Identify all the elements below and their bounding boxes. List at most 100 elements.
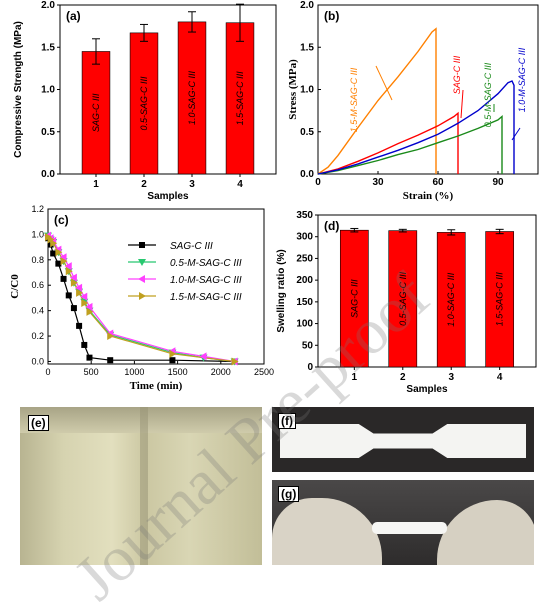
x-tick-label: 2 — [400, 372, 406, 383]
photo-g-stretching-specimen: (g) — [272, 480, 534, 565]
data-point — [75, 283, 83, 292]
data-point — [85, 302, 93, 311]
y-tick-label: 0.5 — [300, 127, 314, 138]
y-axis-label: Swelling ratio (%) — [276, 249, 287, 332]
series-line — [317, 80, 515, 175]
legend-marker — [138, 275, 145, 283]
data-point — [231, 357, 239, 366]
y-tick-label: 1.0 — [41, 85, 55, 96]
annotation-arrow — [511, 127, 521, 141]
series-line — [317, 114, 503, 175]
x-tick-label: 0 — [315, 177, 321, 188]
data-point — [169, 357, 176, 364]
y-tick-label: 300 — [296, 232, 313, 243]
x-tick-label: 2500 — [254, 367, 274, 377]
y-tick-label: 1.5 — [300, 42, 314, 53]
data-point — [55, 248, 63, 257]
annotation-arrow — [375, 65, 393, 101]
x-tick-label: 60 — [432, 177, 444, 188]
bar — [339, 229, 369, 368]
panel-label: (b) — [324, 9, 339, 23]
x-tick-label: 2000 — [211, 367, 231, 377]
bar-label: 0.5-SAG-C III — [139, 76, 149, 131]
y-tick-label: 2.0 — [41, 0, 55, 11]
x-tick-label: 1 — [93, 179, 99, 190]
y-tick-label: 200 — [296, 275, 313, 286]
panel-label: (d) — [324, 219, 339, 233]
y-tick-label: 1.0 — [31, 229, 44, 239]
photo-e-hydrogel-cylinders: (e) — [20, 407, 262, 565]
x-tick-label: 500 — [84, 367, 99, 377]
series-annotation: SAG-C III — [452, 55, 462, 94]
bar — [485, 231, 515, 368]
x-tick-label: 1500 — [168, 367, 188, 377]
figure-canvas: 0.0 0.5 1.0 1.5 2.0 1 SAG-C III 2 0.5-SAG-C III 3… — [9, 0, 539, 395]
y-tick-label: 250 — [296, 253, 313, 264]
x-tick-label: 1 — [352, 372, 358, 383]
y-tick-label: 0.8 — [31, 255, 44, 265]
data-point — [55, 260, 62, 267]
legend-marker — [138, 259, 146, 266]
x-axis-label: Strain (%) — [403, 190, 454, 202]
data-point — [80, 292, 88, 301]
y-axis-label: Stress (MPa) — [287, 59, 299, 120]
photo-label-f: (f) — [278, 413, 296, 429]
y-tick-label: 1.2 — [31, 204, 44, 214]
y-tick-label: 0.5 — [41, 127, 55, 138]
y-tick-label: 350 — [296, 210, 313, 221]
legend-marker — [139, 292, 146, 300]
y-tick-label: 0.2 — [31, 331, 44, 341]
x-tick-label: 90 — [492, 177, 504, 188]
data-point — [50, 250, 57, 257]
bar-label: 1.5-SAG-C III — [235, 71, 245, 126]
x-tick-label: 0 — [45, 367, 50, 377]
y-tick-label: 0.0 — [31, 356, 44, 366]
panel-label: (c) — [54, 213, 69, 227]
legend-label: 1.5-M-SAG-C III — [170, 292, 242, 303]
data-point — [69, 273, 77, 282]
legend-label: 1.0-M-SAG-C III — [170, 275, 242, 286]
y-tick-label: 100 — [296, 319, 313, 330]
y-tick-label: 0.6 — [31, 280, 44, 290]
photo-f-dumbbell-specimen: (f) — [272, 407, 534, 472]
series-annotation: 0.5-M-SAG-C III — [483, 62, 493, 127]
data-point — [81, 341, 88, 348]
bar-label: SAG-C III — [349, 279, 359, 318]
plot-frame — [317, 214, 537, 368]
data-point — [65, 267, 73, 276]
x-axis-label: Samples — [147, 191, 189, 202]
y-tick-label: 150 — [296, 297, 313, 308]
x-tick-label: 4 — [237, 179, 243, 190]
data-point — [86, 307, 94, 316]
data-point — [107, 332, 115, 341]
series-annotation: 1.0-M-SAG-C III — [517, 47, 527, 112]
y-tick-label: 1.5 — [41, 42, 55, 53]
photo-label-g: (g) — [278, 486, 300, 502]
data-point — [70, 305, 77, 312]
data-point — [65, 292, 72, 299]
legend-label: 0.5-M-SAG-C III — [170, 258, 242, 269]
bar-label: 1.5-SAG-C III — [495, 272, 505, 327]
x-tick-label: 1000 — [124, 367, 144, 377]
bar-label: SAG-C III — [91, 93, 101, 132]
data-point — [60, 257, 68, 266]
chart-a: 0.0 0.5 1.0 1.5 2.0 1 SAG-C III 2 0.5-SAG-C III 3… — [13, 0, 277, 202]
legend-label: SAG-C III — [170, 241, 213, 252]
data-point — [76, 322, 83, 329]
data-point — [199, 352, 207, 361]
y-tick-label: 0.0 — [300, 169, 314, 180]
data-point — [76, 288, 84, 297]
bar — [388, 230, 418, 368]
x-tick-label: 30 — [372, 177, 384, 188]
data-point — [169, 349, 177, 358]
bar — [129, 32, 159, 175]
x-tick-label: 3 — [189, 179, 195, 190]
y-tick-label: 0.4 — [31, 306, 44, 316]
x-tick-label: 4 — [497, 372, 503, 383]
y-tick-label: 2.0 — [300, 0, 314, 11]
data-point — [64, 262, 72, 271]
panel-label: (a) — [66, 9, 81, 23]
x-axis-label: Time (min) — [130, 380, 183, 392]
data-point — [81, 299, 89, 308]
data-point — [107, 357, 114, 364]
